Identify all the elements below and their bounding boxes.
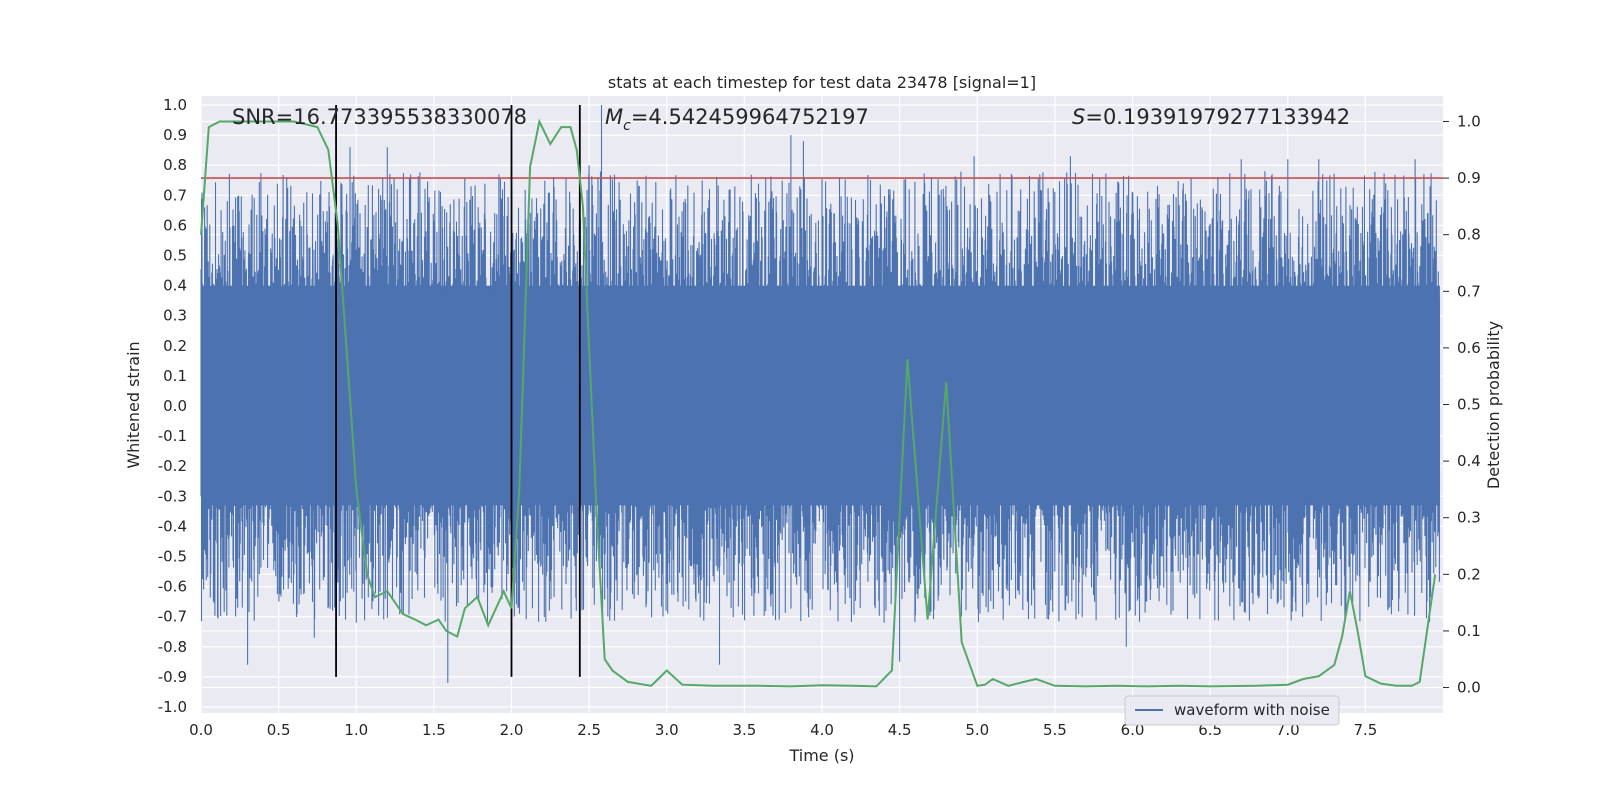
right-y-tick-label: 0.3 (1457, 509, 1481, 527)
y-tick-label: 0.2 (163, 337, 187, 355)
y-tick-label: -0.1 (158, 427, 187, 445)
y-tick-label: 0.9 (163, 126, 187, 144)
y-tick-label: -0.6 (158, 578, 187, 596)
x-axis-title: Time (s) (788, 746, 854, 765)
y-tick-label: -0.3 (158, 487, 187, 505)
marker-lines (335, 105, 581, 677)
right-y-tick-label: 0.2 (1457, 565, 1481, 583)
y-tick-label: 0.6 (163, 216, 187, 234)
x-tick-label: 2.5 (577, 721, 601, 739)
y-tick-label: 1.0 (163, 96, 187, 114)
right-y-tick-label: 0.8 (1457, 226, 1481, 244)
x-tick-label: 1.5 (422, 721, 446, 739)
chirp-mass-symbol: M (605, 105, 623, 129)
x-tick-label: 4.5 (888, 721, 912, 739)
x-tick-label: 1.0 (344, 721, 368, 739)
snr-annotation: SNR=16.773395538330078 (232, 105, 527, 129)
x-tick-label: 0.0 (189, 721, 213, 739)
y-tick-label: 0.4 (163, 277, 187, 295)
y-tick-label: 0.5 (163, 247, 187, 265)
x-tick-label: 4.0 (810, 721, 834, 739)
right-y-tick-label: 1.0 (1457, 112, 1481, 130)
right-y-tick-label: 0.0 (1457, 679, 1481, 697)
x-tick-label: 3.0 (655, 721, 679, 739)
right-y-tick-label: 0.7 (1457, 282, 1481, 300)
right-y-tick-label: 0.5 (1457, 396, 1481, 414)
y-tick-label: -0.9 (158, 668, 187, 686)
chart-title: stats at each timestep for test data 234… (608, 73, 1036, 92)
legend: waveform with noise (1124, 695, 1340, 726)
right-y-tick-label: 0.9 (1457, 169, 1481, 187)
x-tick-label: 7.5 (1353, 721, 1377, 739)
y-tick-label: -1.0 (158, 698, 187, 716)
legend-label: waveform with noise (1174, 701, 1330, 719)
y-tick-label: -0.5 (158, 547, 187, 565)
right-y-axis-ticks: 1.0 0.9 0.8 0.7 0.6 0.5 0.4 0.3 0.2 0.1 0.0 (1443, 112, 1481, 697)
waveform-series (200, 105, 1440, 683)
y-axis-ticks: 1.0 0.9 0.8 0.7 0.6 0.5 0.4 0.3 0.2 0.1 0.0 -0.1 -0.… (158, 96, 187, 716)
s-symbol: S (1072, 105, 1085, 129)
right-y-tick-label: 0.6 (1457, 339, 1481, 357)
legend-box (1124, 695, 1340, 726)
y-axis-title: Whitened strain (124, 341, 143, 468)
right-y-tick-label: 0.1 (1457, 622, 1481, 640)
s-annotation: S=0.19391979277133942 (1072, 105, 1350, 129)
chirp-mass-value: =4.542459964752197 (631, 105, 869, 129)
x-tick-label: 5.5 (1043, 721, 1067, 739)
right-y-tick-label: 0.4 (1457, 452, 1481, 470)
y-tick-label: -0.8 (158, 638, 187, 656)
x-tick-label: 2.0 (500, 721, 524, 739)
waveform-line (200, 105, 1440, 683)
y-tick-label: 0.1 (163, 367, 187, 385)
x-tick-label: 0.5 (267, 721, 291, 739)
x-tick-label: 3.5 (732, 721, 756, 739)
y-tick-label: 0.8 (163, 156, 187, 174)
y-tick-label: -0.4 (158, 517, 187, 535)
x-tick-label: 5.0 (965, 721, 989, 739)
y-tick-label: -0.2 (158, 457, 187, 475)
y-tick-label: 0.3 (163, 307, 187, 325)
y-tick-label: -0.7 (158, 608, 187, 626)
right-y-axis-title: Detection probability (1484, 321, 1503, 489)
y-tick-label: 0.7 (163, 186, 187, 204)
chirp-mass-subscript: c (623, 118, 631, 134)
chirp-mass-annotation: Mc=4.542459964752197 (605, 105, 869, 134)
y-tick-label: 0.0 (163, 397, 187, 415)
detection-probability-line (200, 118, 1437, 688)
detection-probability-series (200, 118, 1437, 688)
s-value: =0.19391979277133942 (1085, 105, 1350, 129)
